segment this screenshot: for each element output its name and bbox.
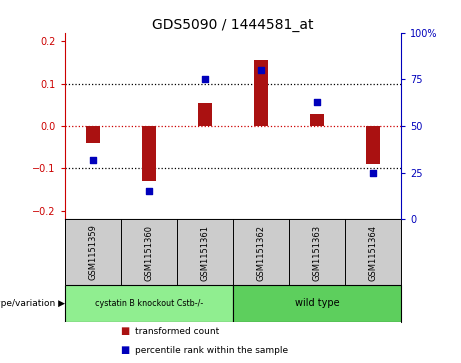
Bar: [86, 126, 100, 143]
Text: cystatin B knockout Cstb-/-: cystatin B knockout Cstb-/-: [95, 299, 203, 308]
Text: GSM1151362: GSM1151362: [256, 225, 266, 281]
Point: [369, 170, 377, 176]
Point: [89, 157, 96, 163]
Point: [313, 99, 321, 105]
Title: GDS5090 / 1444581_at: GDS5090 / 1444581_at: [152, 18, 313, 32]
Text: GSM1151363: GSM1151363: [313, 225, 321, 281]
Bar: [310, 114, 324, 126]
Bar: [198, 103, 212, 126]
Text: genotype/variation ▶: genotype/variation ▶: [0, 299, 65, 308]
Text: percentile rank within the sample: percentile rank within the sample: [135, 346, 288, 355]
Bar: [366, 126, 380, 164]
Text: GSM1151360: GSM1151360: [144, 225, 153, 281]
Text: transformed count: transformed count: [135, 327, 219, 336]
Bar: [233, 285, 401, 322]
Bar: [142, 126, 156, 181]
Text: ■: ■: [120, 326, 130, 337]
Bar: [254, 60, 268, 126]
Text: GSM1151361: GSM1151361: [200, 225, 209, 281]
Point: [201, 77, 208, 82]
Text: ■: ■: [120, 345, 130, 355]
Text: GSM1151359: GSM1151359: [88, 225, 97, 281]
Bar: [65, 285, 233, 322]
Text: wild type: wild type: [295, 298, 339, 308]
Point: [145, 188, 152, 194]
Point: [257, 67, 265, 73]
Text: GSM1151364: GSM1151364: [368, 225, 378, 281]
